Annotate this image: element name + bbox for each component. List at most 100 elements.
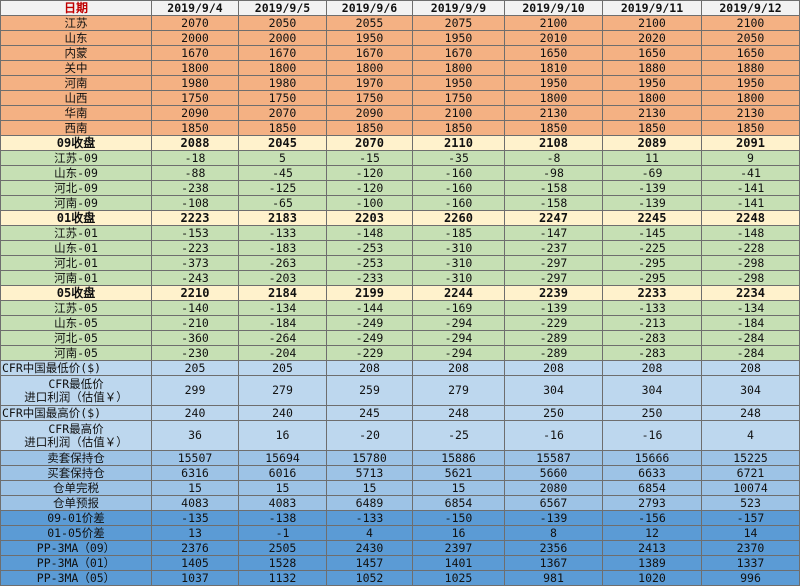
cell-value: -253 xyxy=(326,255,413,271)
cell-value: 1980 xyxy=(238,75,327,91)
cell-value: -139 xyxy=(504,510,603,526)
cell-value: 1850 xyxy=(238,120,327,136)
cell-value: 208 xyxy=(412,360,505,376)
row-label: 山东-09 xyxy=(0,165,152,181)
cell-value: 4 xyxy=(701,420,800,451)
cell-value: 5713 xyxy=(326,465,413,481)
cell-value: 2090 xyxy=(151,105,239,121)
cell-value: -263 xyxy=(238,255,327,271)
cell-value: -283 xyxy=(602,345,702,361)
cell-value: -243 xyxy=(151,270,239,286)
row-label-line: 进口利润（估值￥） xyxy=(24,434,128,449)
cell-value: -373 xyxy=(151,255,239,271)
cell-value: 250 xyxy=(602,405,702,421)
cell-value: 304 xyxy=(602,375,702,406)
cell-value: 15 xyxy=(326,480,413,496)
row-label: CFR最低价 进口利润（估值￥） xyxy=(0,375,152,406)
row-label: 09-01价差 xyxy=(0,510,152,526)
cell-value: 1850 xyxy=(151,120,239,136)
cell-value: 1950 xyxy=(504,75,603,91)
cell-value: 6721 xyxy=(701,465,800,481)
cell-value: -25 xyxy=(412,420,505,451)
cell-value: -133 xyxy=(238,225,327,241)
cell-value: 279 xyxy=(238,375,327,406)
cell-value: -253 xyxy=(326,240,413,256)
row-label: 01收盘 xyxy=(0,210,152,226)
row-label: 01-05价差 xyxy=(0,525,152,541)
cell-value: -158 xyxy=(504,195,603,211)
row-label: 05收盘 xyxy=(0,285,152,301)
cell-value: 1367 xyxy=(504,555,603,571)
cell-value: 208 xyxy=(701,360,800,376)
cell-value: 248 xyxy=(701,405,800,421)
cell-value: 205 xyxy=(238,360,327,376)
cell-value: 1950 xyxy=(602,75,702,91)
cell-value: 4083 xyxy=(151,495,239,511)
table-row: PP-3MA（09） 2376 2505 2430 2397 2356 2413 2370 xyxy=(0,540,800,556)
table-row: 山东-01 -223 -183 -253 -310 -237 -225 -228 xyxy=(0,240,800,256)
table-row: 河南 1980 1980 1970 1950 1950 1950 1950 xyxy=(0,75,800,91)
cell-value: 259 xyxy=(326,375,413,406)
cell-value: 1850 xyxy=(326,120,413,136)
cell-value: -120 xyxy=(326,165,413,181)
cell-value: 2430 xyxy=(326,540,413,556)
cell-value: 13 xyxy=(151,525,239,541)
cell-value: 240 xyxy=(238,405,327,421)
table-row: 西南 1850 1850 1850 1850 1850 1850 1850 xyxy=(0,120,800,136)
cell-value: 1457 xyxy=(326,555,413,571)
cell-value: -284 xyxy=(701,345,800,361)
cell-value: -141 xyxy=(701,195,800,211)
cell-value: 15666 xyxy=(602,450,702,466)
cell-value: -16 xyxy=(602,420,702,451)
cell-value: 1810 xyxy=(504,60,603,76)
cell-value: 2100 xyxy=(412,105,505,121)
row-label: 江苏-01 xyxy=(0,225,152,241)
cell-value: 1750 xyxy=(238,90,327,106)
cell-value: -229 xyxy=(504,315,603,331)
cell-value: 2247 xyxy=(504,210,603,226)
table-row: 买套保持仓 6316 6016 5713 5621 5660 6633 6721 xyxy=(0,465,800,481)
cell-value: -210 xyxy=(151,315,239,331)
cell-value: -289 xyxy=(504,330,603,346)
cell-value: 2260 xyxy=(412,210,505,226)
cell-value: 6854 xyxy=(412,495,505,511)
cell-value: 2020 xyxy=(602,30,702,46)
cell-value: 208 xyxy=(602,360,702,376)
cell-value: 1800 xyxy=(701,90,800,106)
cell-value: -150 xyxy=(412,510,505,526)
header-date: 2019/9/12 xyxy=(701,0,800,16)
cell-value: 2239 xyxy=(504,285,603,301)
table-row: 江苏-01 -153 -133 -148 -185 -147 -145 -148 xyxy=(0,225,800,241)
cell-value: -65 xyxy=(238,195,327,211)
cell-value: -298 xyxy=(701,255,800,271)
header-date: 2019/9/4 xyxy=(151,0,239,16)
table-row: CFR最低价 进口利润（估值￥） 299 279 259 279 304 304 304 xyxy=(0,375,800,406)
cell-value: 6854 xyxy=(602,480,702,496)
cell-value: -310 xyxy=(412,270,505,286)
cell-value: 2248 xyxy=(701,210,800,226)
cell-value: 2199 xyxy=(326,285,413,301)
table-row: 内蒙 1670 1670 1670 1670 1650 1650 1650 xyxy=(0,45,800,61)
cell-value: -100 xyxy=(326,195,413,211)
row-label: 河南-01 xyxy=(0,270,152,286)
cell-value: 1800 xyxy=(504,90,603,106)
cell-value: 1389 xyxy=(602,555,702,571)
cell-value: 1880 xyxy=(701,60,800,76)
table-row: 05收盘 2210 2184 2199 2244 2239 2233 2234 xyxy=(0,285,800,301)
cell-value: -147 xyxy=(504,225,603,241)
cell-value: 1670 xyxy=(151,45,239,61)
cell-value: 2130 xyxy=(701,105,800,121)
row-label-line: 进口利润（估值￥） xyxy=(24,389,128,404)
table-row: 01收盘 2223 2183 2203 2260 2247 2245 2248 xyxy=(0,210,800,226)
cell-value: 2045 xyxy=(238,135,327,151)
cell-value: 1670 xyxy=(326,45,413,61)
cell-value: 1405 xyxy=(151,555,239,571)
table-row: 江苏-05 -140 -134 -144 -169 -139 -133 -134 xyxy=(0,300,800,316)
cell-value: 5621 xyxy=(412,465,505,481)
row-label: CFR最高价 进口利润（估值￥） xyxy=(0,420,152,451)
cell-value: -289 xyxy=(504,345,603,361)
cell-value: 2397 xyxy=(412,540,505,556)
cell-value: -295 xyxy=(602,270,702,286)
table-row: 09收盘 2088 2045 2070 2110 2108 2089 2091 xyxy=(0,135,800,151)
